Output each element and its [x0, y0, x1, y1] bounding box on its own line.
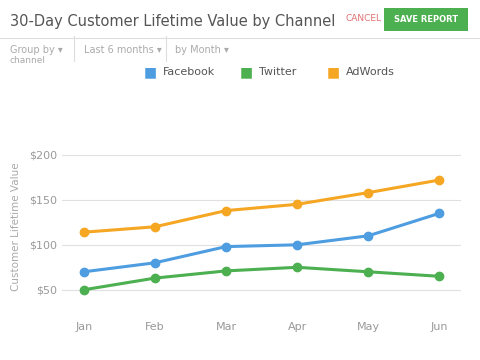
Text: Last 6 months ▾: Last 6 months ▾	[84, 45, 162, 55]
Text: SAVE REPORT: SAVE REPORT	[394, 15, 458, 24]
Text: AdWords: AdWords	[346, 67, 395, 77]
Text: Group by ▾: Group by ▾	[10, 45, 62, 55]
Text: 30-Day Customer Lifetime Value by Channel: 30-Day Customer Lifetime Value by Channe…	[10, 14, 335, 30]
Text: Twitter: Twitter	[259, 67, 297, 77]
Text: ■: ■	[144, 65, 157, 79]
Text: ■: ■	[240, 65, 253, 79]
Text: Facebook: Facebook	[163, 67, 216, 77]
Text: by Month ▾: by Month ▾	[175, 45, 229, 55]
Text: channel: channel	[10, 56, 46, 65]
Text: CANCEL: CANCEL	[346, 14, 382, 23]
Text: ■: ■	[326, 65, 339, 79]
Y-axis label: Customer Lifetime Value: Customer Lifetime Value	[11, 162, 21, 291]
